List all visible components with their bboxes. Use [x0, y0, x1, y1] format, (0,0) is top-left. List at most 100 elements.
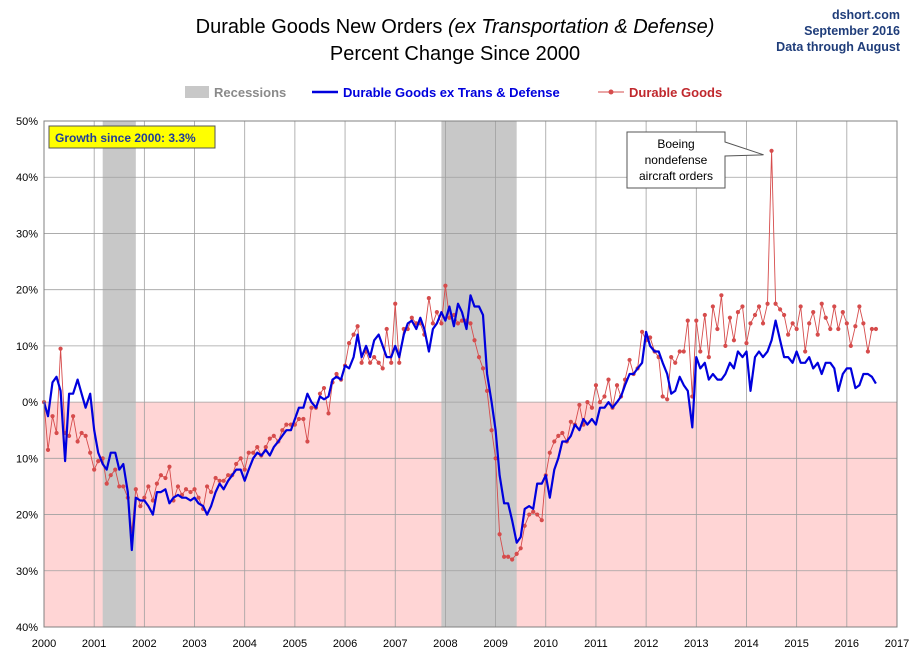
point-durable-goods: [54, 430, 59, 436]
point-durable-goods: [443, 283, 448, 288]
point-durable-goods: [681, 349, 686, 354]
point-durable-goods: [489, 428, 494, 433]
point-durable-goods: [234, 461, 239, 467]
point-durable-goods: [79, 430, 84, 436]
y-tick-label: 20%: [16, 285, 38, 297]
point-durable-goods: [188, 489, 193, 495]
x-tick-label: 2016: [835, 638, 859, 650]
point-durable-goods: [803, 349, 808, 354]
legend-core-label: Durable Goods ex Trans & Defense: [343, 85, 560, 100]
point-durable-goods: [698, 349, 703, 354]
x-tick-label: 2006: [333, 638, 357, 650]
point-durable-goods: [861, 321, 866, 326]
annotation-box: [626, 131, 764, 189]
axes-layer: 50% 40% 30% 20% 10% 0% 10% 20% 30% 40% 2000 2001 200…: [16, 116, 909, 650]
point-durable-goods: [535, 512, 540, 517]
plot-frame: [43, 120, 898, 628]
point-durable-goods: [782, 312, 787, 318]
x-tick-label: 2013: [684, 638, 708, 650]
point-durable-goods: [146, 484, 151, 489]
growth-badge: Growth since 2000: 3.3%: [48, 125, 216, 149]
point-durable-goods: [326, 411, 331, 416]
point-durable-goods: [426, 296, 431, 301]
point-durable-goods: [246, 450, 251, 455]
point-durable-goods: [844, 321, 849, 326]
point-durable-goods: [614, 383, 620, 388]
x-tick-label: 2011: [584, 638, 608, 650]
x-tick-label: 2005: [283, 638, 307, 650]
point-durable-goods: [790, 321, 795, 326]
point-durable-goods: [865, 349, 870, 354]
point-durable-goods: [502, 554, 507, 559]
point-durable-goods: [748, 321, 753, 326]
point-durable-goods: [510, 557, 515, 562]
point-durable-goods: [355, 324, 360, 329]
point-durable-goods: [869, 326, 875, 332]
x-tick-label: 2000: [32, 638, 56, 650]
point-durable-goods: [66, 433, 72, 438]
y-tick-label: 40%: [16, 622, 38, 634]
point-durable-goods: [769, 148, 774, 153]
y-tick-label: 30%: [16, 566, 38, 578]
point-durable-goods: [840, 310, 845, 315]
point-durable-goods: [497, 532, 502, 537]
data-through-label: Data through August: [776, 40, 901, 54]
point-durable-goods: [794, 326, 799, 332]
point-durable-goods: [811, 310, 816, 315]
point-durable-goods: [694, 318, 699, 323]
x-tick-label: 2008: [433, 638, 457, 650]
point-durable-goods: [196, 495, 201, 500]
point-durable-goods: [71, 414, 76, 419]
point-durable-goods: [50, 414, 55, 419]
x-tick-label: 2001: [82, 638, 106, 650]
point-durable-goods: [108, 473, 113, 478]
point-durable-goods: [238, 456, 243, 461]
point-durable-goods: [480, 366, 486, 371]
x-tick-label: 2004: [232, 638, 256, 650]
point-durable-goods: [372, 355, 377, 360]
point-durable-goods: [255, 444, 260, 450]
point-durable-goods: [439, 321, 444, 326]
point-durable-goods: [819, 301, 824, 306]
point-durable-goods: [251, 450, 256, 455]
annotation-callout: Boeing nondefense aircraft orders: [626, 131, 764, 189]
point-durable-goods: [321, 385, 327, 391]
point-durable-goods: [468, 321, 473, 326]
point-durable-goods: [208, 489, 214, 495]
point-durable-goods: [183, 487, 189, 492]
point-durable-goods: [75, 439, 80, 444]
chart-title: Durable Goods New Orders (ex Transportat…: [196, 16, 715, 38]
point-durable-goods: [744, 340, 749, 346]
point-durable-goods: [560, 430, 565, 436]
point-durable-goods: [154, 481, 159, 486]
point-durable-goods: [92, 467, 97, 472]
recession-band: [102, 121, 136, 627]
recessions-layer: [102, 121, 517, 627]
point-durable-goods: [702, 312, 707, 318]
point-durable-goods: [447, 315, 452, 320]
point-durable-goods: [493, 456, 498, 461]
chart-subtitle: Percent Change Since 2000: [330, 43, 580, 65]
legend-recession-swatch: [185, 86, 209, 98]
point-durable-goods: [522, 523, 527, 528]
point-durable-goods: [226, 473, 231, 478]
growth-badge-box: [48, 125, 216, 149]
point-durable-goods: [88, 450, 93, 455]
point-durable-goods: [777, 307, 783, 312]
point-durable-goods: [167, 464, 172, 469]
point-durable-goods: [133, 487, 138, 492]
point-durable-goods: [740, 304, 745, 309]
point-durable-goods: [267, 436, 272, 441]
point-durable-goods: [706, 355, 711, 360]
point-durable-goods: [685, 318, 690, 323]
point-durable-goods: [397, 360, 402, 365]
point-durable-goods: [104, 481, 109, 486]
x-tick-label: 2014: [734, 638, 758, 650]
point-durable-goods: [715, 326, 720, 332]
point-durable-goods: [848, 343, 853, 348]
point-durable-goods: [585, 400, 590, 405]
point-durable-goods: [836, 326, 841, 332]
series-layer: [41, 148, 879, 562]
point-durable-goods: [45, 447, 51, 452]
